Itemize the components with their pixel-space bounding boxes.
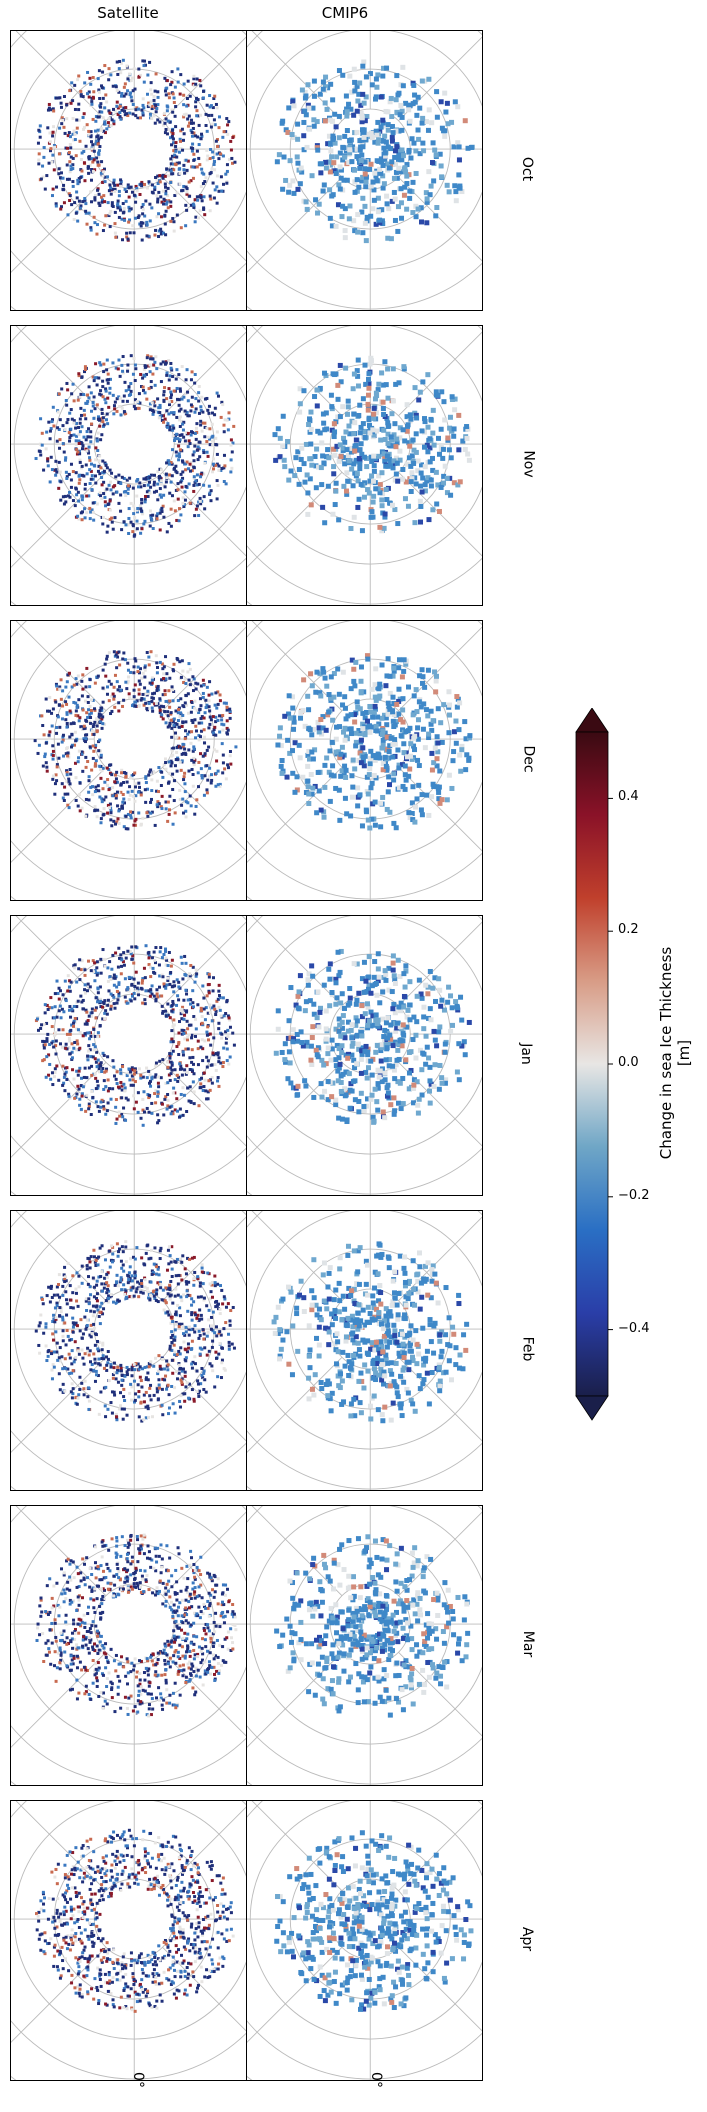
map-panel-satellite-nov xyxy=(10,325,247,606)
map-panel-cmip6-apr xyxy=(246,1800,483,2081)
colorbar xyxy=(575,708,613,1421)
bottom-label-cmip6: 0° xyxy=(367,2072,384,2088)
map-panel-satellite-jan xyxy=(10,915,247,1196)
colorbar-title: Change in sea Ice Thickness [m] xyxy=(657,903,697,1203)
colorbar-tick-label: −0.4 xyxy=(618,1320,650,1336)
map-panel-satellite-oct xyxy=(10,30,247,311)
colorbar-body xyxy=(575,731,609,1397)
colorbar-tick-label: 0.4 xyxy=(618,789,639,805)
colorbar-tick-label: 0.0 xyxy=(618,1055,639,1070)
map-panel-satellite-dec xyxy=(10,620,247,901)
colorbar-title-line1: Change in sea Ice Thickness xyxy=(657,946,675,1160)
bottom-label-satellite: 0° xyxy=(129,2072,146,2088)
map-panel-satellite-feb xyxy=(10,1210,247,1491)
row-label-mar: Mar xyxy=(520,1630,537,1657)
colorbar-bottom-extend xyxy=(575,1395,609,1421)
row-label-oct: Oct xyxy=(519,156,536,181)
row-label-dec: Dec xyxy=(520,744,537,773)
col-title-satellite: Satellite xyxy=(97,4,159,22)
map-panel-satellite-apr xyxy=(10,1800,247,2081)
colorbar-tick-label: −0.2 xyxy=(618,1187,650,1203)
row-label-nov: Nov xyxy=(520,449,537,478)
colorbar-top-extend xyxy=(575,708,609,733)
row-label-feb: Feb xyxy=(519,1336,536,1361)
map-panel-cmip6-mar xyxy=(246,1505,483,1786)
col-title-cmip6: CMIP6 xyxy=(321,4,369,22)
map-panel-cmip6-dec xyxy=(246,620,483,901)
map-panel-cmip6-feb xyxy=(246,1210,483,1491)
row-label-apr: Apr xyxy=(519,1926,536,1951)
colorbar-title-line2: [m] xyxy=(675,1039,693,1067)
map-panel-cmip6-oct xyxy=(246,30,483,311)
map-panel-cmip6-nov xyxy=(246,325,483,606)
row-label-jan: Jan xyxy=(517,1042,534,1065)
colorbar-tick-label: 0.2 xyxy=(618,922,639,938)
map-panel-cmip6-jan xyxy=(246,915,483,1196)
map-panel-satellite-mar xyxy=(10,1505,247,1786)
